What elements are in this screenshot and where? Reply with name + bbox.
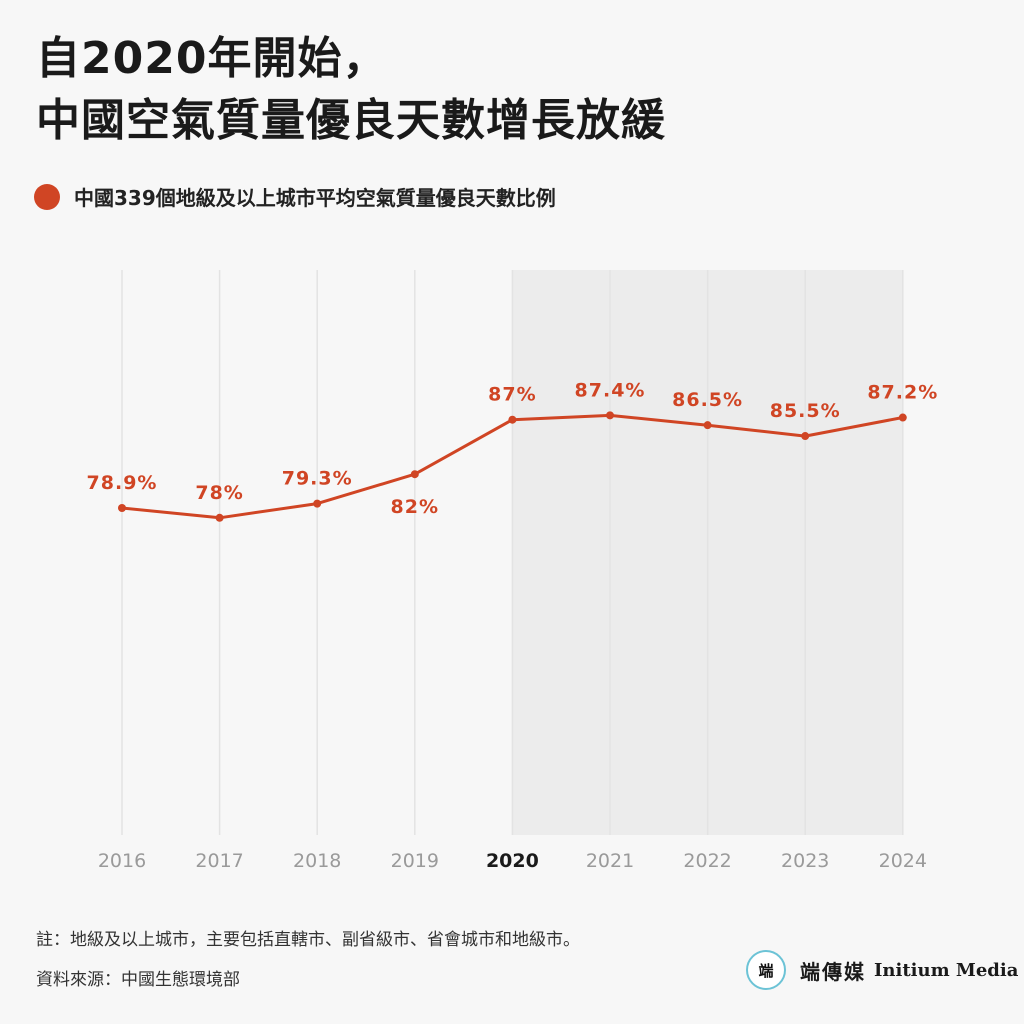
data-label-2021: 87.4% (575, 379, 646, 401)
x-tick-2019: 2019 (391, 850, 439, 872)
x-tick-2018: 2018 (293, 850, 341, 872)
x-tick-2024: 2024 (879, 850, 927, 872)
data-label-2023: 85.5% (770, 400, 841, 422)
title-line-1: 自2020年開始， (36, 33, 388, 84)
legend-label: 中國339個地級及以上城市平均空氣質量優良天數比例 (74, 186, 556, 210)
legend: 中國339個地級及以上城市平均空氣質量優良天數比例 (34, 182, 556, 211)
footnote: 註：地級及以上城市，主要包括直轄市、副省級市、省會城市和地級市。 (36, 930, 580, 950)
x-tick-2020: 2020 (486, 850, 539, 872)
title-line-2: 中國空氣質量優良天數增長放緩 (36, 95, 666, 146)
chart-title: 自2020年開始， 中國空氣質量優良天數增長放緩 (36, 28, 666, 152)
x-tick-2022: 2022 (683, 850, 731, 872)
data-label-2024: 87.2% (867, 382, 938, 404)
x-tick-2023: 2023 (781, 850, 829, 872)
brand-logo-icon: 端 (746, 950, 786, 990)
data-point-2018 (313, 499, 322, 508)
x-tick-2017: 2017 (195, 850, 243, 872)
data-label-2016: 78.9% (87, 472, 158, 494)
brand-name-en: Initium Media (874, 959, 1019, 981)
data-point-2021 (606, 411, 614, 420)
brand: 端 端傳媒 Initium Media (746, 950, 1018, 990)
data-point-2022 (703, 421, 712, 430)
x-tick-2016: 2016 (98, 850, 146, 872)
data-point-2024 (898, 413, 907, 422)
data-label-2017: 78% (195, 482, 243, 504)
data-point-2019 (410, 470, 419, 479)
data-point-2016 (118, 504, 126, 512)
data-label-2020: 87% (488, 384, 536, 406)
data-point-2023 (801, 432, 810, 441)
legend-marker (34, 183, 60, 210)
source-text: 資料來源：中國生態環境部 (36, 970, 240, 990)
data-label-2022: 86.5% (672, 389, 743, 411)
data-point-2017 (215, 513, 224, 522)
data-label-2018: 79.3% (282, 468, 353, 490)
line-chart: 78.9% 78% 79.3% 82% 87% 87.4% 86.5% 85.5% 87.2% 2… (87, 270, 938, 872)
data-label-2019: 82% (391, 496, 439, 518)
data-point-2020 (508, 415, 517, 424)
brand-name-zh: 端傳媒 (800, 959, 866, 984)
x-tick-2021: 2021 (586, 850, 634, 872)
